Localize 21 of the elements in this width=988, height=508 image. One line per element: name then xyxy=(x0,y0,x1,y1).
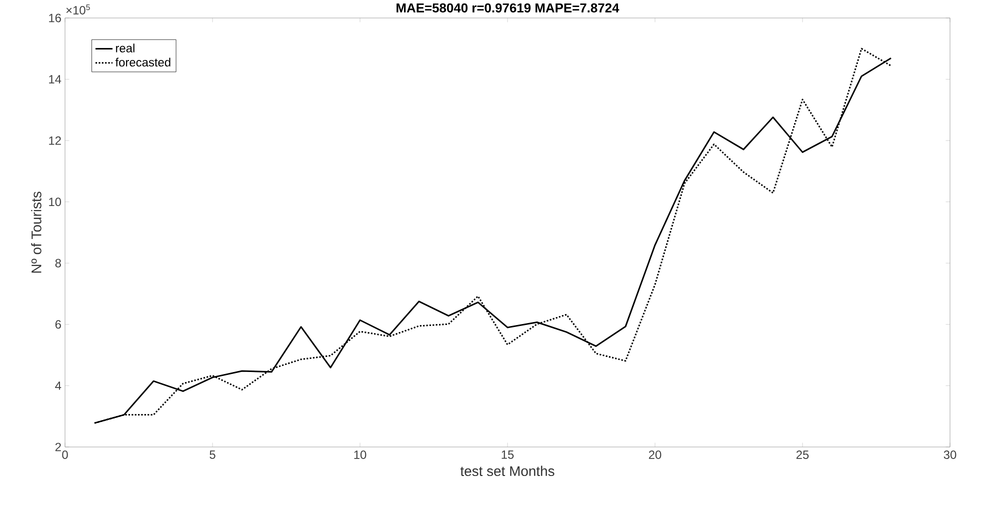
text: ×10$^{5}$ xyxy=(66,4,90,14)
y-tick-label: 8 xyxy=(55,258,61,268)
legend-label: forecasted xyxy=(115,58,170,67)
x-tick-label: 10 xyxy=(354,450,366,459)
x-tick-label: 20 xyxy=(648,450,662,459)
chart-title: MAE=58040 r=0.97619 MAPE=7.8724 xyxy=(396,3,620,12)
x-tick-label: 15 xyxy=(502,450,514,459)
y-tick-label: 6 xyxy=(55,320,61,329)
y-tick-label: 10 xyxy=(49,198,62,206)
y-tick-label: 14 xyxy=(49,75,62,84)
x-axis-title: test set Months xyxy=(460,466,554,476)
x-tick-label: 0 xyxy=(62,450,68,459)
x-tick-label: 30 xyxy=(944,450,956,459)
y-tick-label: 16 xyxy=(49,14,61,22)
y-axis-title: Nº of Tourists xyxy=(31,192,42,273)
y-tick-label: 2 xyxy=(55,442,61,452)
y-tick-label: 12 xyxy=(49,136,61,145)
y-tick-label: 4 xyxy=(55,382,62,390)
legend-label: real xyxy=(116,44,134,52)
x-tick-label: 5 xyxy=(210,450,216,459)
x-tick-label: 25 xyxy=(796,450,809,459)
